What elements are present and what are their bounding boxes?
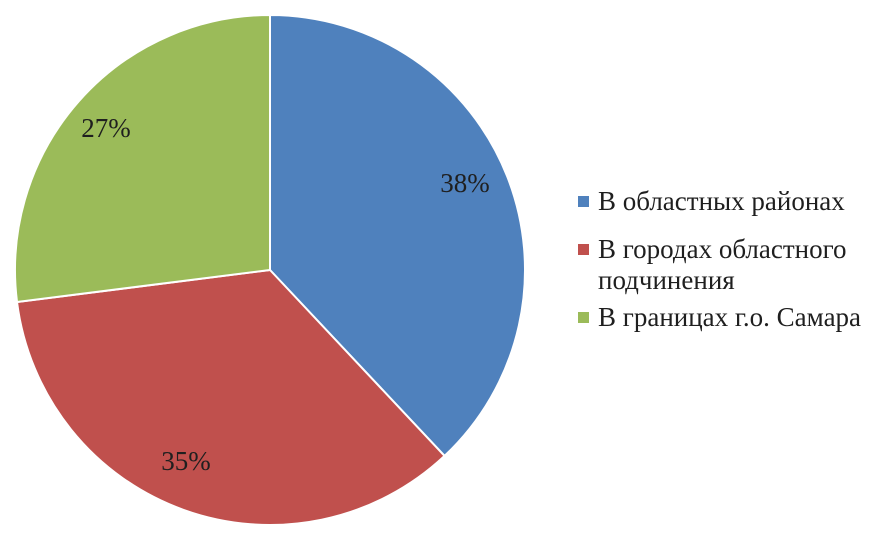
legend-label: В границах г.о. Самара bbox=[598, 302, 862, 332]
pie-slice-samara bbox=[14, 13, 271, 304]
pie-data-label: 35% bbox=[161, 446, 211, 476]
legend-swatch-blue bbox=[578, 196, 589, 207]
pie-data-labels: 38% 35% 27% bbox=[81, 113, 490, 476]
legend-item-samara: В границах г.о. Самара bbox=[578, 302, 890, 333]
legend-item-regional-cities: В городах областного подчинения bbox=[578, 234, 890, 296]
legend-label: В областных районах bbox=[598, 186, 845, 216]
pie-slices bbox=[14, 13, 526, 526]
legend-swatch-green bbox=[578, 312, 589, 323]
pie-slice-regional-cities bbox=[15, 268, 446, 526]
pie-slice-oblast-districts bbox=[269, 13, 526, 458]
legend-item-oblast-districts: В областных районах bbox=[578, 186, 890, 217]
pie-data-label: 38% bbox=[440, 168, 490, 198]
legend-label: В городах областного подчинения bbox=[598, 234, 847, 295]
legend: В областных районах В городах областного… bbox=[578, 186, 890, 350]
legend-swatch-red bbox=[578, 244, 589, 255]
pie-data-label: 27% bbox=[81, 113, 131, 143]
